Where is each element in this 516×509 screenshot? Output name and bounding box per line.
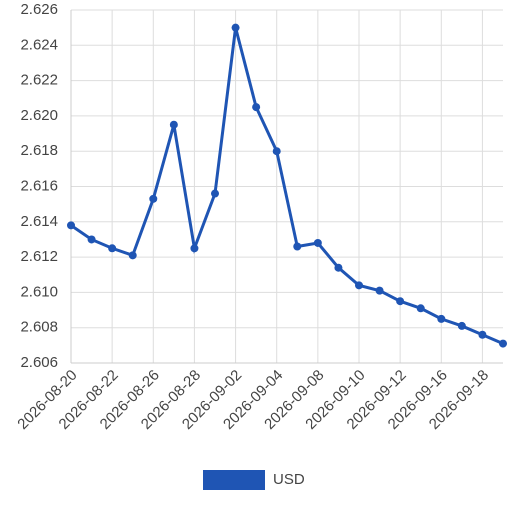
point <box>169 120 178 129</box>
point <box>211 189 219 198</box>
point <box>87 235 96 244</box>
point <box>293 242 302 251</box>
y-tick-label: 2.622 <box>20 72 58 89</box>
point <box>375 286 384 295</box>
y-tick-label: 2.616 <box>20 177 58 194</box>
point <box>231 23 240 32</box>
point <box>416 304 425 313</box>
line <box>70 27 504 345</box>
point <box>272 147 281 156</box>
point <box>334 263 343 272</box>
point <box>67 221 75 230</box>
point <box>437 314 446 323</box>
point <box>499 339 507 348</box>
point <box>396 297 405 306</box>
point <box>478 330 487 339</box>
point <box>457 321 466 330</box>
point <box>190 244 199 253</box>
y-tick-label: 2.620 <box>20 107 58 124</box>
y-tick-label: 2.624 <box>20 36 58 53</box>
y-tick-label: 2.610 <box>20 283 58 300</box>
point <box>128 251 137 260</box>
legend-swatch <box>203 470 265 490</box>
point <box>149 194 158 203</box>
y-tick-label: 2.608 <box>20 319 58 336</box>
y-tick-label: 2.612 <box>20 248 58 265</box>
y-tick-label: 2.606 <box>20 354 58 371</box>
point <box>252 103 261 112</box>
y-tick-label: 2.618 <box>20 142 58 159</box>
legend-label: USD <box>273 471 305 488</box>
point <box>355 281 363 290</box>
y-tick-label: 2.614 <box>20 213 58 230</box>
point <box>108 244 117 253</box>
point <box>313 238 322 247</box>
y-tick-label: 2.626 <box>20 1 58 18</box>
